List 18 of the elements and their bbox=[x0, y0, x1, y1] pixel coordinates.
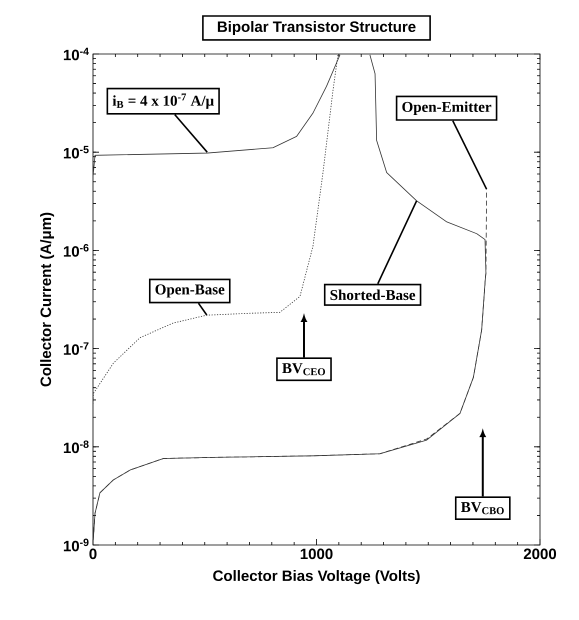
y-tick-label: 10$^{-8}$ bbox=[64, 440, 89, 454]
y-tick-label: 10$^{-6}$ bbox=[64, 244, 89, 257]
annotation: i$_{B}$ = 4 x 10$^{-7}$ A/μ bbox=[112, 94, 214, 109]
x-tick-label: 1000 bbox=[300, 548, 333, 560]
y-axis-title: Collector Current (A/μm) bbox=[40, 212, 54, 386]
y-tick-label: 10$^{-7}$ bbox=[64, 342, 89, 355]
y-tick-label: 10$^{-9}$ bbox=[64, 538, 89, 552]
x-tick-label: 2000 bbox=[524, 548, 556, 560]
annotation: BV$_{CBO}$ bbox=[460, 502, 504, 514]
x-tick-label: 0 bbox=[89, 548, 97, 560]
chart-title: Bipolar Transistor Structure bbox=[218, 21, 416, 35]
annotation: Open-Base bbox=[155, 284, 224, 298]
y-tick-label: 10$^{-4}$ bbox=[64, 48, 89, 60]
y-tick-label: 10$^{-5}$ bbox=[64, 146, 89, 158]
x-axis-title: Collector Bias Voltage (Volts) bbox=[213, 570, 420, 584]
annotation: Open-Emitter bbox=[402, 101, 492, 116]
annotation: BV$_{CEO}$ bbox=[282, 363, 326, 376]
annotation: Shorted-Base bbox=[330, 290, 416, 300]
